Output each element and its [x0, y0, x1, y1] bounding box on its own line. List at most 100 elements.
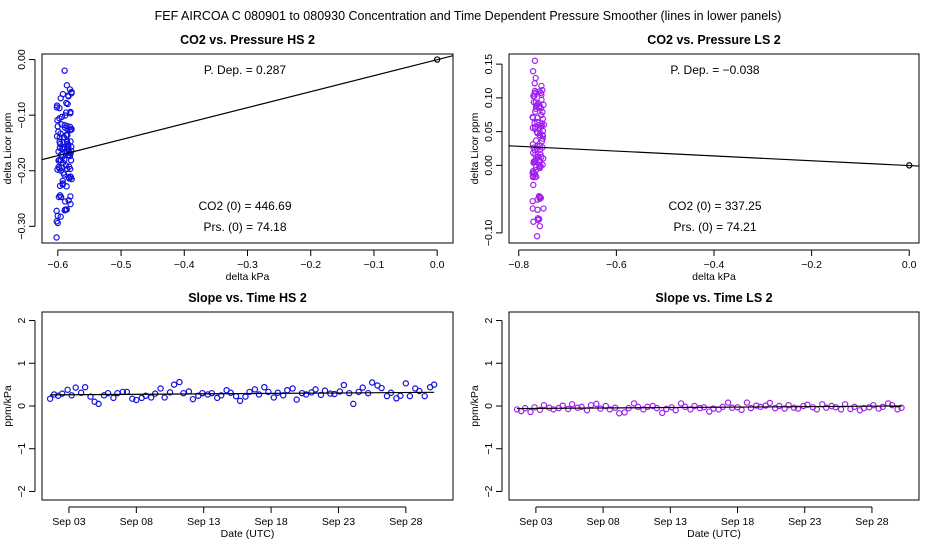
data-point	[527, 408, 534, 416]
data-point	[53, 207, 60, 215]
data-point	[672, 407, 679, 414]
data-point	[531, 170, 539, 178]
data-point	[677, 400, 685, 407]
data-point	[540, 205, 547, 212]
data-point	[81, 384, 89, 391]
x-axis-label: delta kPa	[692, 271, 736, 283]
data-point	[781, 405, 788, 412]
data-point	[663, 405, 670, 413]
y-axis-label: ppm/kPa	[2, 385, 14, 427]
x-tick-label: −0.2	[300, 259, 321, 271]
data-point	[208, 389, 215, 397]
data-point	[63, 99, 70, 107]
data-point	[559, 402, 566, 409]
co2-zero-annotation: CO2 (0) = 446.69	[198, 199, 291, 213]
data-point	[368, 379, 376, 386]
data-point	[312, 386, 319, 393]
data-point	[61, 67, 68, 74]
data-point	[870, 401, 877, 409]
x-tick-label: −0.4	[174, 259, 195, 271]
data-point	[587, 401, 595, 409]
x-tick-label: −0.5	[111, 259, 132, 271]
co2-zero-annotation: CO2 (0) = 337.25	[668, 199, 761, 213]
data-point	[531, 404, 538, 411]
plot-area	[513, 399, 905, 417]
data-point	[142, 392, 149, 399]
data-point	[270, 394, 277, 401]
data-point	[87, 393, 94, 400]
data-point	[104, 389, 112, 397]
data-point	[578, 403, 585, 411]
data-point	[532, 105, 540, 113]
x-tick-label: Sep 13	[187, 516, 220, 528]
x-tick-label: Sep 23	[788, 516, 821, 528]
y-tick-label: −0.10	[483, 219, 495, 246]
data-point	[529, 205, 536, 212]
data-point	[59, 177, 66, 184]
y-tick-label: −0.30	[16, 213, 28, 240]
data-point	[898, 404, 905, 411]
data-point	[56, 165, 63, 172]
data-point	[536, 102, 543, 110]
prs-zero-annotation: Prs. (0) = 74.18	[203, 220, 286, 234]
x-tick-label: −0.4	[704, 259, 725, 271]
data-point	[532, 155, 540, 163]
data-point	[336, 388, 344, 395]
data-point	[696, 404, 704, 412]
data-point	[378, 384, 385, 392]
data-point	[166, 389, 174, 396]
data-point	[531, 173, 538, 181]
data-point	[60, 171, 68, 178]
data-point	[568, 401, 576, 408]
data-point	[383, 392, 391, 400]
y-tick-label: 0	[16, 403, 28, 409]
data-point	[255, 391, 263, 398]
y-tick-label: −0.20	[16, 157, 28, 184]
data-point	[406, 392, 414, 400]
data-point	[63, 137, 71, 144]
data-point	[67, 108, 74, 116]
pdep-annotation: P. Dep. = −0.038	[670, 63, 760, 77]
data-point	[53, 218, 60, 225]
data-point	[539, 108, 546, 116]
y-tick-label: −2	[16, 485, 28, 497]
y-tick-label: 1	[16, 360, 28, 366]
data-point	[65, 197, 72, 204]
data-point	[64, 100, 71, 108]
x-tick-label: Sep 28	[389, 516, 422, 528]
data-point	[317, 391, 325, 399]
data-point	[251, 386, 259, 393]
data-point	[430, 381, 438, 388]
data-point	[53, 234, 60, 241]
y-tick-label: −1	[483, 443, 495, 455]
data-point	[529, 113, 536, 121]
data-point	[753, 402, 760, 409]
data-point	[53, 133, 61, 140]
data-point	[416, 387, 423, 395]
data-point	[56, 192, 64, 199]
data-point	[308, 389, 315, 396]
data-point	[747, 404, 755, 412]
data-point	[147, 394, 155, 401]
data-point	[535, 192, 543, 200]
data-point	[706, 408, 713, 415]
data-point	[775, 402, 783, 410]
y-tick-label: 0.00	[483, 155, 495, 176]
data-point	[46, 395, 54, 402]
y-axis-label: delta Licor ppm	[469, 112, 481, 184]
chart-panel-hs-slope: Slope vs. Time HS 2 Sep 03 Sep 08 Sep 13 Sep…	[2, 291, 454, 540]
x-tick-label: Sep 08	[586, 516, 619, 528]
x-tick-label: −0.1	[364, 259, 385, 271]
chart-panel-ls-slope: Slope vs. Time LS 2 Sep 03 Sep 08 Sep 13 Sep…	[469, 291, 920, 540]
x-tick-label: 0.0	[430, 259, 445, 271]
y-tick-label: 0.15	[483, 54, 495, 75]
chart-title: CO2 vs. Pressure HS 2	[180, 33, 315, 47]
x-tick-label: −0.6	[47, 259, 68, 271]
data-point	[350, 400, 357, 408]
fit-line	[509, 145, 919, 167]
data-point	[593, 400, 600, 408]
data-point	[785, 401, 792, 409]
data-point	[57, 213, 64, 220]
data-point	[62, 206, 69, 213]
data-point	[691, 402, 698, 410]
